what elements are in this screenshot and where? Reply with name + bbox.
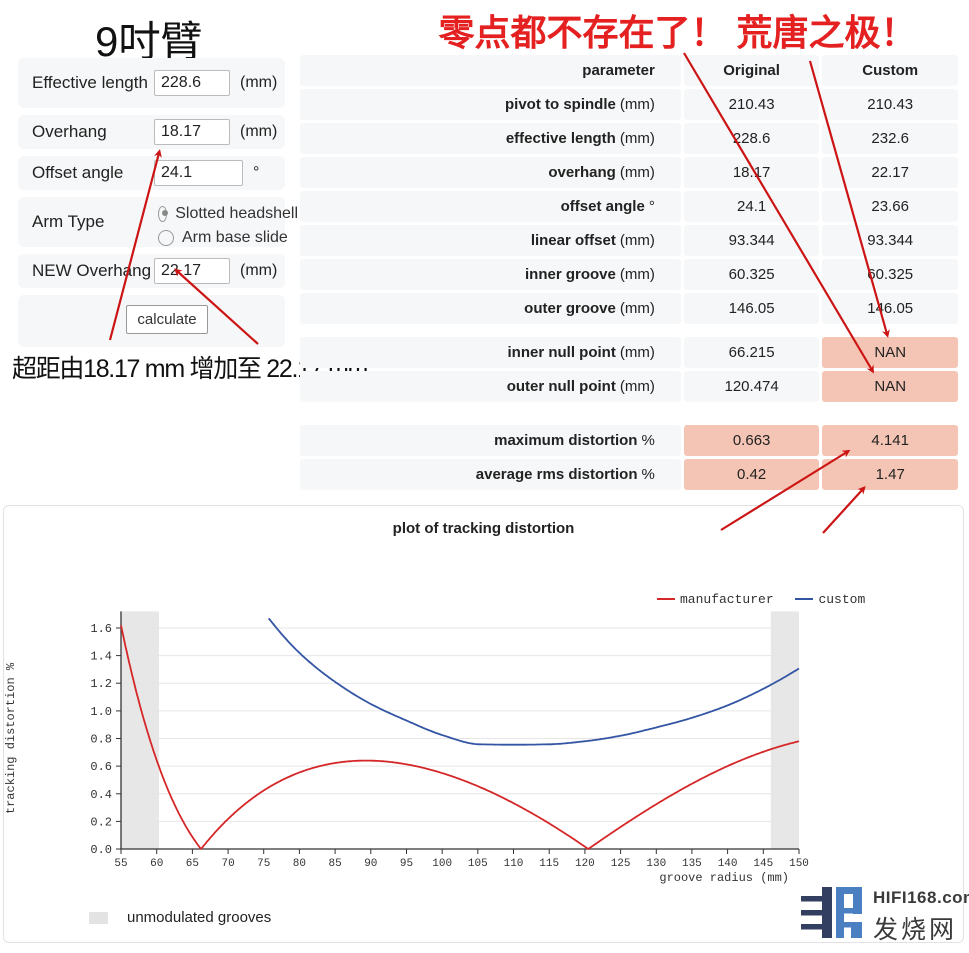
svg-text:110: 110 bbox=[504, 858, 524, 870]
svg-text:135: 135 bbox=[682, 858, 702, 870]
svg-text:0.8: 0.8 bbox=[90, 733, 112, 747]
svg-text:0.2: 0.2 bbox=[90, 815, 112, 829]
svg-text:115: 115 bbox=[539, 858, 559, 870]
svg-text:1.0: 1.0 bbox=[90, 705, 112, 719]
svg-text:90: 90 bbox=[364, 858, 377, 870]
svg-text:1.4: 1.4 bbox=[90, 650, 112, 664]
svg-text:120: 120 bbox=[575, 858, 595, 870]
svg-text:0.0: 0.0 bbox=[90, 843, 112, 857]
svg-text:105: 105 bbox=[468, 858, 488, 870]
svg-text:60: 60 bbox=[150, 858, 163, 870]
svg-text:140: 140 bbox=[718, 858, 738, 870]
svg-text:65: 65 bbox=[186, 858, 199, 870]
svg-text:75: 75 bbox=[257, 858, 270, 870]
svg-text:1.2: 1.2 bbox=[90, 677, 112, 691]
svg-text:80: 80 bbox=[293, 858, 306, 870]
svg-text:70: 70 bbox=[221, 858, 234, 870]
svg-text:145: 145 bbox=[753, 858, 773, 870]
svg-text:1.6: 1.6 bbox=[90, 622, 112, 636]
svg-text:tracking distortion %: tracking distortion % bbox=[4, 662, 18, 814]
svg-text:125: 125 bbox=[611, 858, 631, 870]
svg-text:55: 55 bbox=[114, 858, 127, 870]
svg-text:150: 150 bbox=[789, 858, 809, 870]
svg-text:0.6: 0.6 bbox=[90, 760, 112, 774]
svg-text:95: 95 bbox=[400, 858, 413, 870]
svg-text:130: 130 bbox=[646, 858, 666, 870]
svg-text:groove radius (mm): groove radius (mm) bbox=[659, 871, 789, 885]
svg-text:85: 85 bbox=[328, 858, 341, 870]
svg-text:0.4: 0.4 bbox=[90, 788, 112, 802]
svg-text:100: 100 bbox=[432, 858, 452, 870]
